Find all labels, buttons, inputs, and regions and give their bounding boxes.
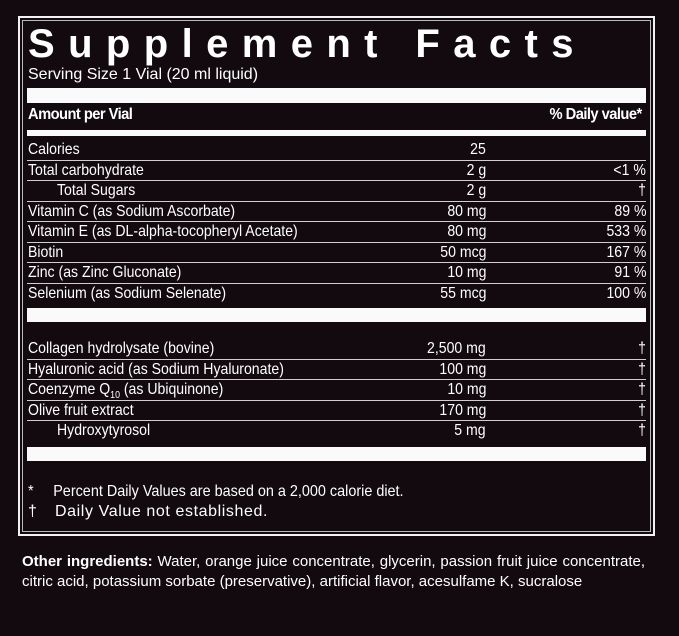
other-ingredients-label: Other ingredients: <box>22 553 153 570</box>
name-text: Coenzyme Q <box>28 381 111 398</box>
footnote-symbol: † <box>28 503 38 520</box>
ingredient-name: Olive fruit extract <box>28 401 134 419</box>
ingredient-dv: † <box>638 340 646 357</box>
nutrient-dv: † <box>638 182 646 199</box>
subscript: 10 <box>110 390 120 402</box>
table-row: Collagen hydrolysate (bovine) 2,500 mg † <box>27 339 646 360</box>
ingredient-amount: 5 mg <box>454 422 486 439</box>
nutrient-dv: 100 % <box>606 284 646 302</box>
table-header: Amount per Vial % Daily value* <box>28 106 642 128</box>
nutrient-dv: 167 % <box>606 243 646 261</box>
ingredient-amount: 10 mg <box>446 381 486 398</box>
footnote-text: Percent Daily Values are based on a 2,00… <box>53 483 404 500</box>
footnote: † Daily Value not established. <box>28 503 268 521</box>
other-actives-table: Collagen hydrolysate (bovine) 2,500 mg † H… <box>27 339 646 442</box>
ingredient-name: Hyaluronic acid (as Sodium Hyaluronate) <box>28 360 284 378</box>
footnote-symbol: * <box>28 483 34 500</box>
name-text: (as Ubiquinone) <box>119 381 224 398</box>
nutrient-amount: 50 mcg <box>439 243 486 261</box>
nutrient-name: Total Sugars <box>57 182 136 199</box>
nutrient-name: Vitamin E (as DL-alpha-tocopheryl Acetat… <box>28 223 298 240</box>
ingredient-dv: † <box>638 401 646 419</box>
ingredient-dv: † <box>638 360 646 378</box>
ingredient-amount: 100 mg <box>439 360 486 378</box>
ingredient-name: Coenzyme Q10 (as Ubiquinone) <box>28 380 223 406</box>
nutrient-amount: 80 mg <box>446 223 486 240</box>
nutrient-amount: 2 g <box>466 161 486 179</box>
footnote-text: Daily Value not established. <box>55 503 269 520</box>
ingredient-name: Collagen hydrolysate (bovine) <box>28 340 215 357</box>
table-row: Biotin 50 mcg 167 % <box>27 243 646 263</box>
table-row: Vitamin C (as Sodium Ascorbate) 80 mg 89 % <box>27 202 646 222</box>
table-row: Hyaluronic acid (as Sodium Hyaluronate) 1… <box>27 360 646 380</box>
divider-thick <box>27 447 646 461</box>
nutrient-amount: 10 mg <box>446 264 486 281</box>
nutrient-amount: 55 mcg <box>439 284 486 302</box>
amount-header: Amount per Vial <box>28 106 133 123</box>
nutrient-name: Zinc (as Zinc Gluconate) <box>28 264 182 281</box>
ingredient-amount: 2,500 mg <box>427 340 486 357</box>
table-row: Hydroxytyrosol 5 mg † <box>27 421 646 442</box>
table-row: Zinc (as Zinc Gluconate) 10 mg 91 % <box>27 263 646 284</box>
nutrient-name: Biotin <box>28 243 64 261</box>
nutrient-name: Total carbohydrate <box>28 161 144 179</box>
nutrient-amount: 80 mg <box>446 202 486 220</box>
nutrient-name: Calories <box>28 141 80 158</box>
divider-thick <box>27 88 646 103</box>
nutrient-name: Selenium (as Sodium Selenate) <box>28 284 227 302</box>
table-row: Calories 25 <box>27 140 646 161</box>
ingredient-amount: 170 mg <box>439 401 486 419</box>
nutrient-dv: 89 % <box>613 202 646 220</box>
divider-medium <box>27 130 646 136</box>
serving-size: Serving Size 1 Vial (20 ml liquid) <box>28 66 259 83</box>
nutrient-amount: 25 <box>470 141 486 158</box>
nutrient-dv: 533 % <box>606 223 646 240</box>
table-row: Selenium (as Sodium Selenate) 55 mcg 100 % <box>27 284 646 305</box>
ingredient-name: Hydroxytyrosol <box>57 422 151 439</box>
table-row: Vitamin E (as DL-alpha-tocopheryl Acetat… <box>27 222 646 243</box>
nutrient-amount: 2 g <box>466 182 486 199</box>
nutrient-dv: 91 % <box>613 264 646 281</box>
label-inner-frame <box>22 20 651 532</box>
table-row: Olive fruit extract 170 mg † <box>27 401 646 421</box>
nutrient-name: Vitamin C (as Sodium Ascorbate) <box>28 202 236 220</box>
other-ingredients-text: Water, orange juice concentrate, glyceri… <box>22 553 646 590</box>
nutrient-table: Calories 25 Total carbohydrate 2 g <1 % Tot… <box>27 140 646 304</box>
table-row: Total Sugars 2 g † <box>27 181 646 202</box>
ingredient-dv: † <box>638 381 646 398</box>
table-row: Total carbohydrate 2 g <1 % <box>27 161 646 181</box>
table-row: Coenzyme Q10 (as Ubiquinone) 10 mg † <box>27 380 646 401</box>
label-frame <box>18 16 655 536</box>
footnote: * Percent Daily Values are based on a 2,0… <box>28 483 404 501</box>
divider-thick <box>27 308 646 322</box>
nutrient-dv: <1 % <box>613 161 646 179</box>
other-ingredients: Other ingredients: Water, orange juice c… <box>22 552 645 592</box>
ingredient-dv: † <box>638 422 646 439</box>
daily-value-header: % Daily value* <box>549 106 643 123</box>
label-title: Supplement Facts <box>28 22 587 66</box>
